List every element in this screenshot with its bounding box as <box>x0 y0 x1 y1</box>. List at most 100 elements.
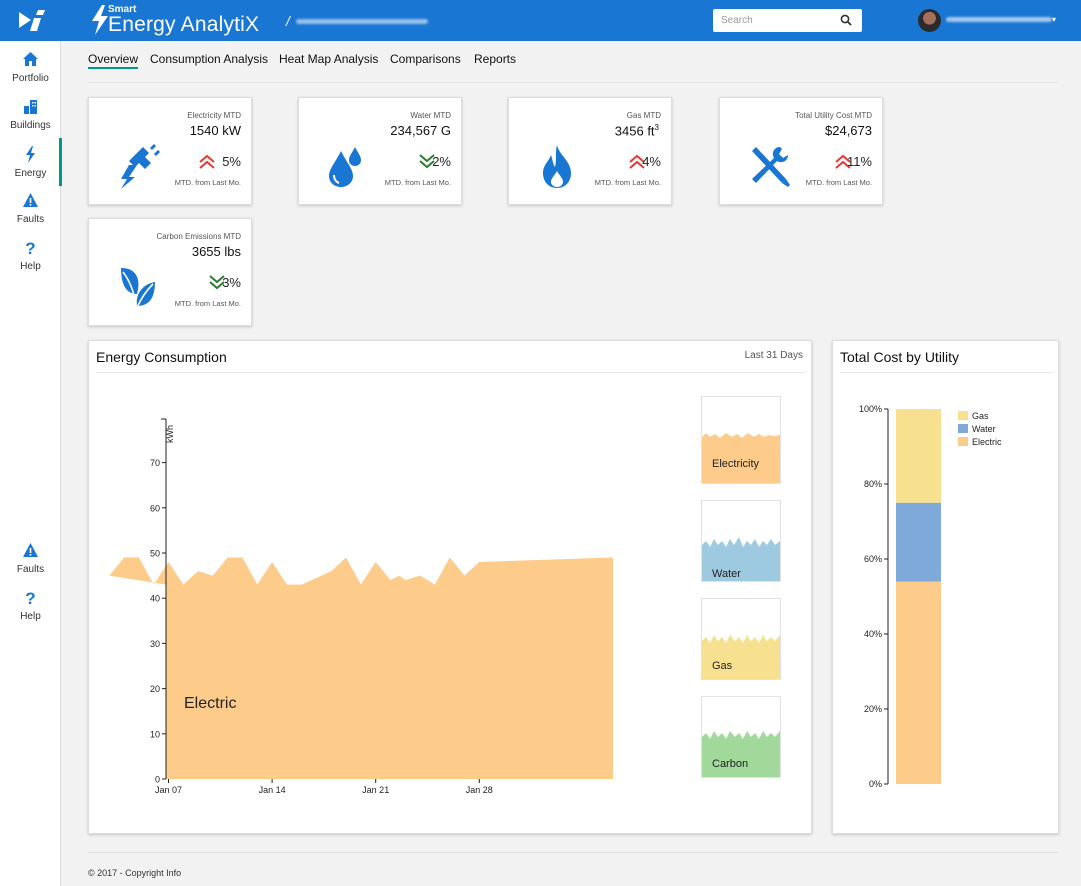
area-series-label: Electric <box>184 695 236 712</box>
thumb-sparkline <box>702 433 780 483</box>
chart-legend: Gas Water Electric <box>958 411 1002 447</box>
sidebar-item-label: Help <box>20 261 41 272</box>
panel-divider <box>840 372 1052 373</box>
search-icon[interactable] <box>840 14 852 26</box>
tab-comparisons[interactable]: Comparisons <box>390 52 461 66</box>
y-tick-label: 0% <box>869 779 882 789</box>
sidebar-item-help[interactable]: ? Help <box>0 239 61 285</box>
app-logo-icon[interactable] <box>12 6 52 34</box>
kpi-change: 4% <box>642 154 661 169</box>
svg-text:?: ? <box>25 239 35 256</box>
footer-copyright: © 2017 - Copyright Info <box>88 868 182 878</box>
y-axis: 0% 20% 40% 60% 80% 100% <box>859 404 889 789</box>
sidebar-item-label: Buildings <box>10 120 51 131</box>
sidebar-item-help-bottom[interactable]: ? Help <box>0 589 61 635</box>
legend-swatch <box>958 411 968 420</box>
user-menu-caret-icon[interactable]: ▾ <box>1052 15 1057 24</box>
tab-overview[interactable]: Overview <box>88 52 139 69</box>
panel-title: Energy Consumption <box>96 349 227 365</box>
y-tick-label: 60% <box>864 554 882 564</box>
bar-segment-water <box>896 502 941 582</box>
kpi-change: 3% <box>222 275 241 290</box>
search-input[interactable] <box>713 9 833 32</box>
y-axis: 0 10 20 30 40 50 60 70 <box>150 418 167 785</box>
breadcrumb-redacted[interactable] <box>296 19 428 24</box>
thumb-electricity[interactable]: Electricity <box>701 396 781 484</box>
user-avatar[interactable] <box>918 9 941 32</box>
tab-consumption-analysis[interactable]: Consumption Analysis <box>150 52 269 66</box>
thumb-water[interactable]: Water <box>701 500 781 582</box>
kpi-title: Total Utility Cost MTD <box>795 111 872 120</box>
panel-title: Total Cost by Utility <box>840 349 960 365</box>
x-tick-label: Jan 28 <box>466 785 493 795</box>
kpi-footnote: MTD. from Last Mo. <box>805 178 872 187</box>
y-tick-label: 20 <box>150 684 160 694</box>
kpi-footnote: MTD. from Last Mo. <box>594 178 661 187</box>
energy-area-chart[interactable]: kWh Electric 0 10 20 30 40 50 60 70 Jan 07 Jan 14… <box>89 341 813 835</box>
sidebar-item-buildings[interactable]: Buildings <box>0 98 61 144</box>
sidebar-item-label: Help <box>20 611 41 622</box>
tools-icon <box>752 147 790 187</box>
home-icon <box>23 52 38 66</box>
brand-logo[interactable]: Smart Energy AnalytiX <box>90 4 290 38</box>
user-name-redacted[interactable] <box>946 17 1052 22</box>
breadcrumb-separator: / <box>286 13 290 29</box>
kpi-value: $24,673 <box>825 123 872 138</box>
plug-bolt-icon <box>121 143 161 189</box>
footer-divider <box>88 852 1058 853</box>
sidebar-item-label: Portfolio <box>12 73 49 84</box>
kpi-card-carbon[interactable]: Carbon Emissions MTD 3655 lbs 3% MTD. fr… <box>88 218 252 326</box>
x-axis: Jan 07 Jan 14 Jan 21 Jan 28 <box>155 779 493 795</box>
tab-reports[interactable]: Reports <box>474 52 517 66</box>
kpi-value: 3655 lbs <box>191 244 241 259</box>
y-tick-label: 50 <box>150 549 160 559</box>
period-label[interactable]: Last 31 Days <box>744 350 803 361</box>
thumb-sparkline <box>702 635 780 679</box>
x-tick-label: Jan 14 <box>259 785 286 795</box>
trend-up-red-icon <box>835 154 851 169</box>
sidebar-item-faults[interactable]: Faults <box>0 192 61 238</box>
sidebar-item-portfolio[interactable]: Portfolio <box>0 51 61 97</box>
cost-stacked-bar-chart[interactable]: 0% 20% 40% 60% 80% 100% Gas Water Electric <box>833 341 1060 835</box>
sidebar-item-faults-bottom[interactable]: Faults <box>0 542 61 588</box>
top-bar: Smart Energy AnalytiX / ▾ <box>0 0 1081 41</box>
warning-icon <box>23 543 38 557</box>
y-tick-label: 70 <box>150 458 160 468</box>
trend-down-green-icon <box>419 154 435 169</box>
y-tick-label: 0 <box>155 775 160 785</box>
energy-consumption-panel: Energy Consumption Last 31 Days kWh Elec… <box>88 340 812 834</box>
bar-segment-gas <box>896 409 941 503</box>
y-tick-label: 80% <box>864 479 882 489</box>
sidebar-item-label: Energy <box>14 168 47 179</box>
kpi-change: 2% <box>432 154 451 169</box>
bolt-icon <box>26 146 35 163</box>
electric-area-series <box>109 557 614 779</box>
kpi-value: 1540 kW <box>189 123 241 138</box>
sidebar: Portfolio Buildings Energy Faults ? Help… <box>0 41 62 886</box>
y-tick-label: 40% <box>864 629 882 639</box>
kpi-change: 5% <box>222 154 241 169</box>
kpi-title: Water MTD <box>410 111 451 120</box>
sidebar-item-energy[interactable]: Energy <box>0 138 62 192</box>
thumb-gas[interactable]: Gas <box>701 598 781 680</box>
sidebar-item-label: Faults <box>16 214 45 225</box>
kpi-card-water[interactable]: Water MTD 234,567 G 2% MTD. from Last Mo… <box>298 97 462 205</box>
svg-text:?: ? <box>25 589 35 606</box>
legend-label: Gas <box>972 411 989 421</box>
question-icon: ? <box>25 589 35 606</box>
tabs-divider <box>88 82 1058 83</box>
legend-label: Electric <box>972 437 1002 447</box>
y-axis-label: kWh <box>165 425 175 443</box>
tab-heat-map-analysis[interactable]: Heat Map Analysis <box>279 52 379 66</box>
thumb-sparkline <box>702 731 780 777</box>
search-box[interactable] <box>713 9 862 32</box>
kpi-card-electricity[interactable]: Electricity MTD 1540 kW 5% MTD. from Las… <box>88 97 252 205</box>
thumb-sparkline <box>702 537 780 581</box>
kpi-card-gas[interactable]: Gas MTD 3456 ft3 4% MTD. from Last Mo. <box>508 97 672 205</box>
kpi-card-total-cost[interactable]: Total Utility Cost MTD $24,673 11% MTD. … <box>719 97 883 205</box>
kpi-value-superscript: 3 <box>654 123 659 132</box>
thumb-label: Gas <box>712 660 733 672</box>
thumb-carbon[interactable]: Carbon <box>701 696 781 778</box>
kpi-change: 11% <box>846 154 872 169</box>
legend-swatch <box>958 437 968 446</box>
